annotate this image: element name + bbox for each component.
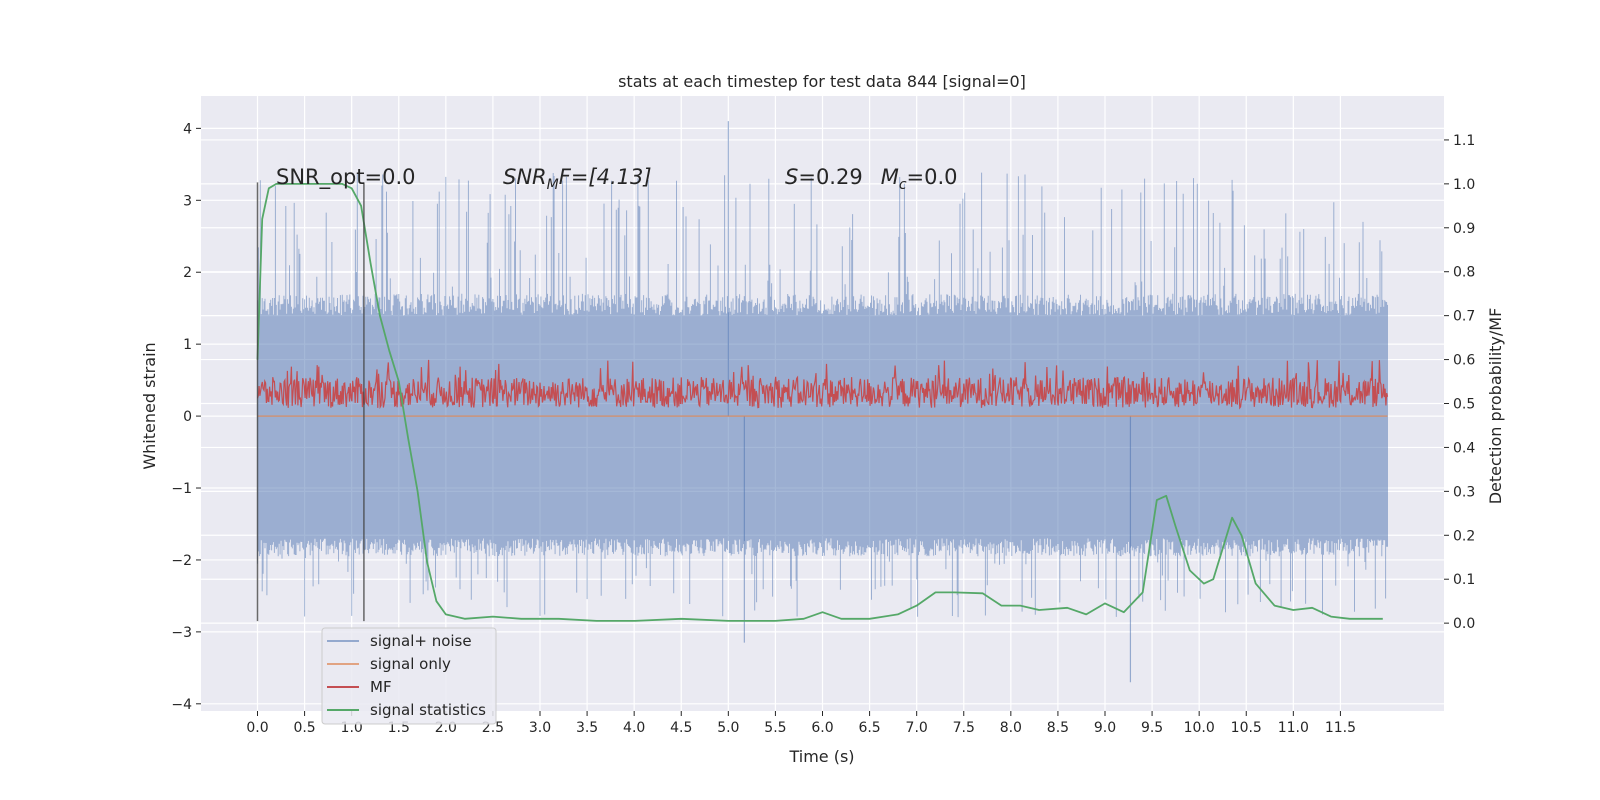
x-tick-label: 0.0 <box>246 720 268 736</box>
x-tick-label: 3.5 <box>576 720 598 736</box>
y-tick-label: 0 <box>183 409 192 425</box>
x-tick-label: 5.0 <box>717 720 739 736</box>
y-tick-label: −2 <box>171 553 192 569</box>
annotation-s-mc: S=0.29 Mc=0.0 <box>785 165 958 193</box>
y2-tick-label: 0.8 <box>1453 265 1475 281</box>
y-axis-label: Whitened strain <box>140 342 159 469</box>
y-tick-label: 4 <box>183 121 192 137</box>
series-signal-plus-noise <box>257 121 1388 683</box>
y2-tick-label: 0.0 <box>1453 616 1475 632</box>
series-signal-statistics <box>256 183 1383 622</box>
x-tick-label: 10.0 <box>1184 720 1215 736</box>
x-axis-label: Time (s) <box>788 747 854 766</box>
x-tick-label: 10.5 <box>1231 720 1262 736</box>
y2-tick-label: 1.1 <box>1453 133 1475 149</box>
series-mf <box>256 359 1389 410</box>
x-tick-label: 0.5 <box>293 720 315 736</box>
y2-tick-label: 1.0 <box>1453 177 1475 193</box>
y2-axis-ticks: 0.0 0.1 0.2 0.3 0.4 0.5 0.6 0.7 0.8 0.9 1.0 1.1 <box>1444 133 1475 632</box>
legend-label-signal-plus-noise: signal+ noise <box>370 632 472 650</box>
y2-tick-label: 0.7 <box>1453 309 1475 325</box>
x-tick-label: 7.0 <box>906 720 928 736</box>
y-tick-label: 2 <box>183 265 192 281</box>
y2-tick-label: 0.1 <box>1453 572 1475 588</box>
x-tick-label: 8.0 <box>1000 720 1022 736</box>
chart-title: stats at each timestep for test data 844… <box>618 72 1026 91</box>
legend-box <box>321 627 497 725</box>
series-signal-statistics-line <box>256 183 1383 622</box>
y2-tick-label: 0.5 <box>1453 397 1475 413</box>
y-tick-label: 3 <box>183 193 192 209</box>
y-tick-label: 1 <box>183 337 192 353</box>
x-tick-label: 6.0 <box>811 720 833 736</box>
y-tick-label: −1 <box>171 481 192 497</box>
x-tick-label: 9.5 <box>1141 720 1163 736</box>
x-tick-label: 11.5 <box>1325 720 1356 736</box>
y-tick-label: −4 <box>171 697 192 713</box>
vertical-markers <box>256 182 365 622</box>
y2-tick-label: 0.4 <box>1453 440 1475 456</box>
x-tick-label: 6.5 <box>858 720 880 736</box>
x-tick-label: 8.5 <box>1047 720 1069 736</box>
annotation-snr-opt: SNR_opt=0.0 <box>276 165 416 190</box>
series-mf-line <box>256 359 1389 410</box>
y2-tick-label: 0.9 <box>1453 221 1475 237</box>
legend-label-signal-only: signal only <box>370 655 451 673</box>
x-tick-label: 5.5 <box>764 720 786 736</box>
x-tick-label: 7.5 <box>953 720 975 736</box>
y2-tick-label: 0.6 <box>1453 353 1475 369</box>
legend: signal+ noise signal only MF signal stat… <box>321 627 497 725</box>
x-tick-label: 11.0 <box>1278 720 1309 736</box>
x-tick-label: 4.5 <box>670 720 692 736</box>
y2-tick-label: 0.3 <box>1453 484 1475 500</box>
legend-label-signal-statistics: signal statistics <box>370 701 486 719</box>
x-tick-label: 9.0 <box>1094 720 1116 736</box>
y2-tick-label: 0.2 <box>1453 528 1475 544</box>
legend-label-mf: MF <box>370 678 392 696</box>
annotation-snr-mf: SNRMF=[4.13] <box>503 165 652 193</box>
y2-axis-label: Detection probability/MF <box>1486 308 1505 505</box>
y-axis-ticks: −4 −3 −2 −1 0 1 2 3 4 <box>171 121 201 713</box>
y-tick-label: −3 <box>171 625 192 641</box>
x-tick-label: 3.0 <box>529 720 551 736</box>
x-tick-label: 4.0 <box>623 720 645 736</box>
